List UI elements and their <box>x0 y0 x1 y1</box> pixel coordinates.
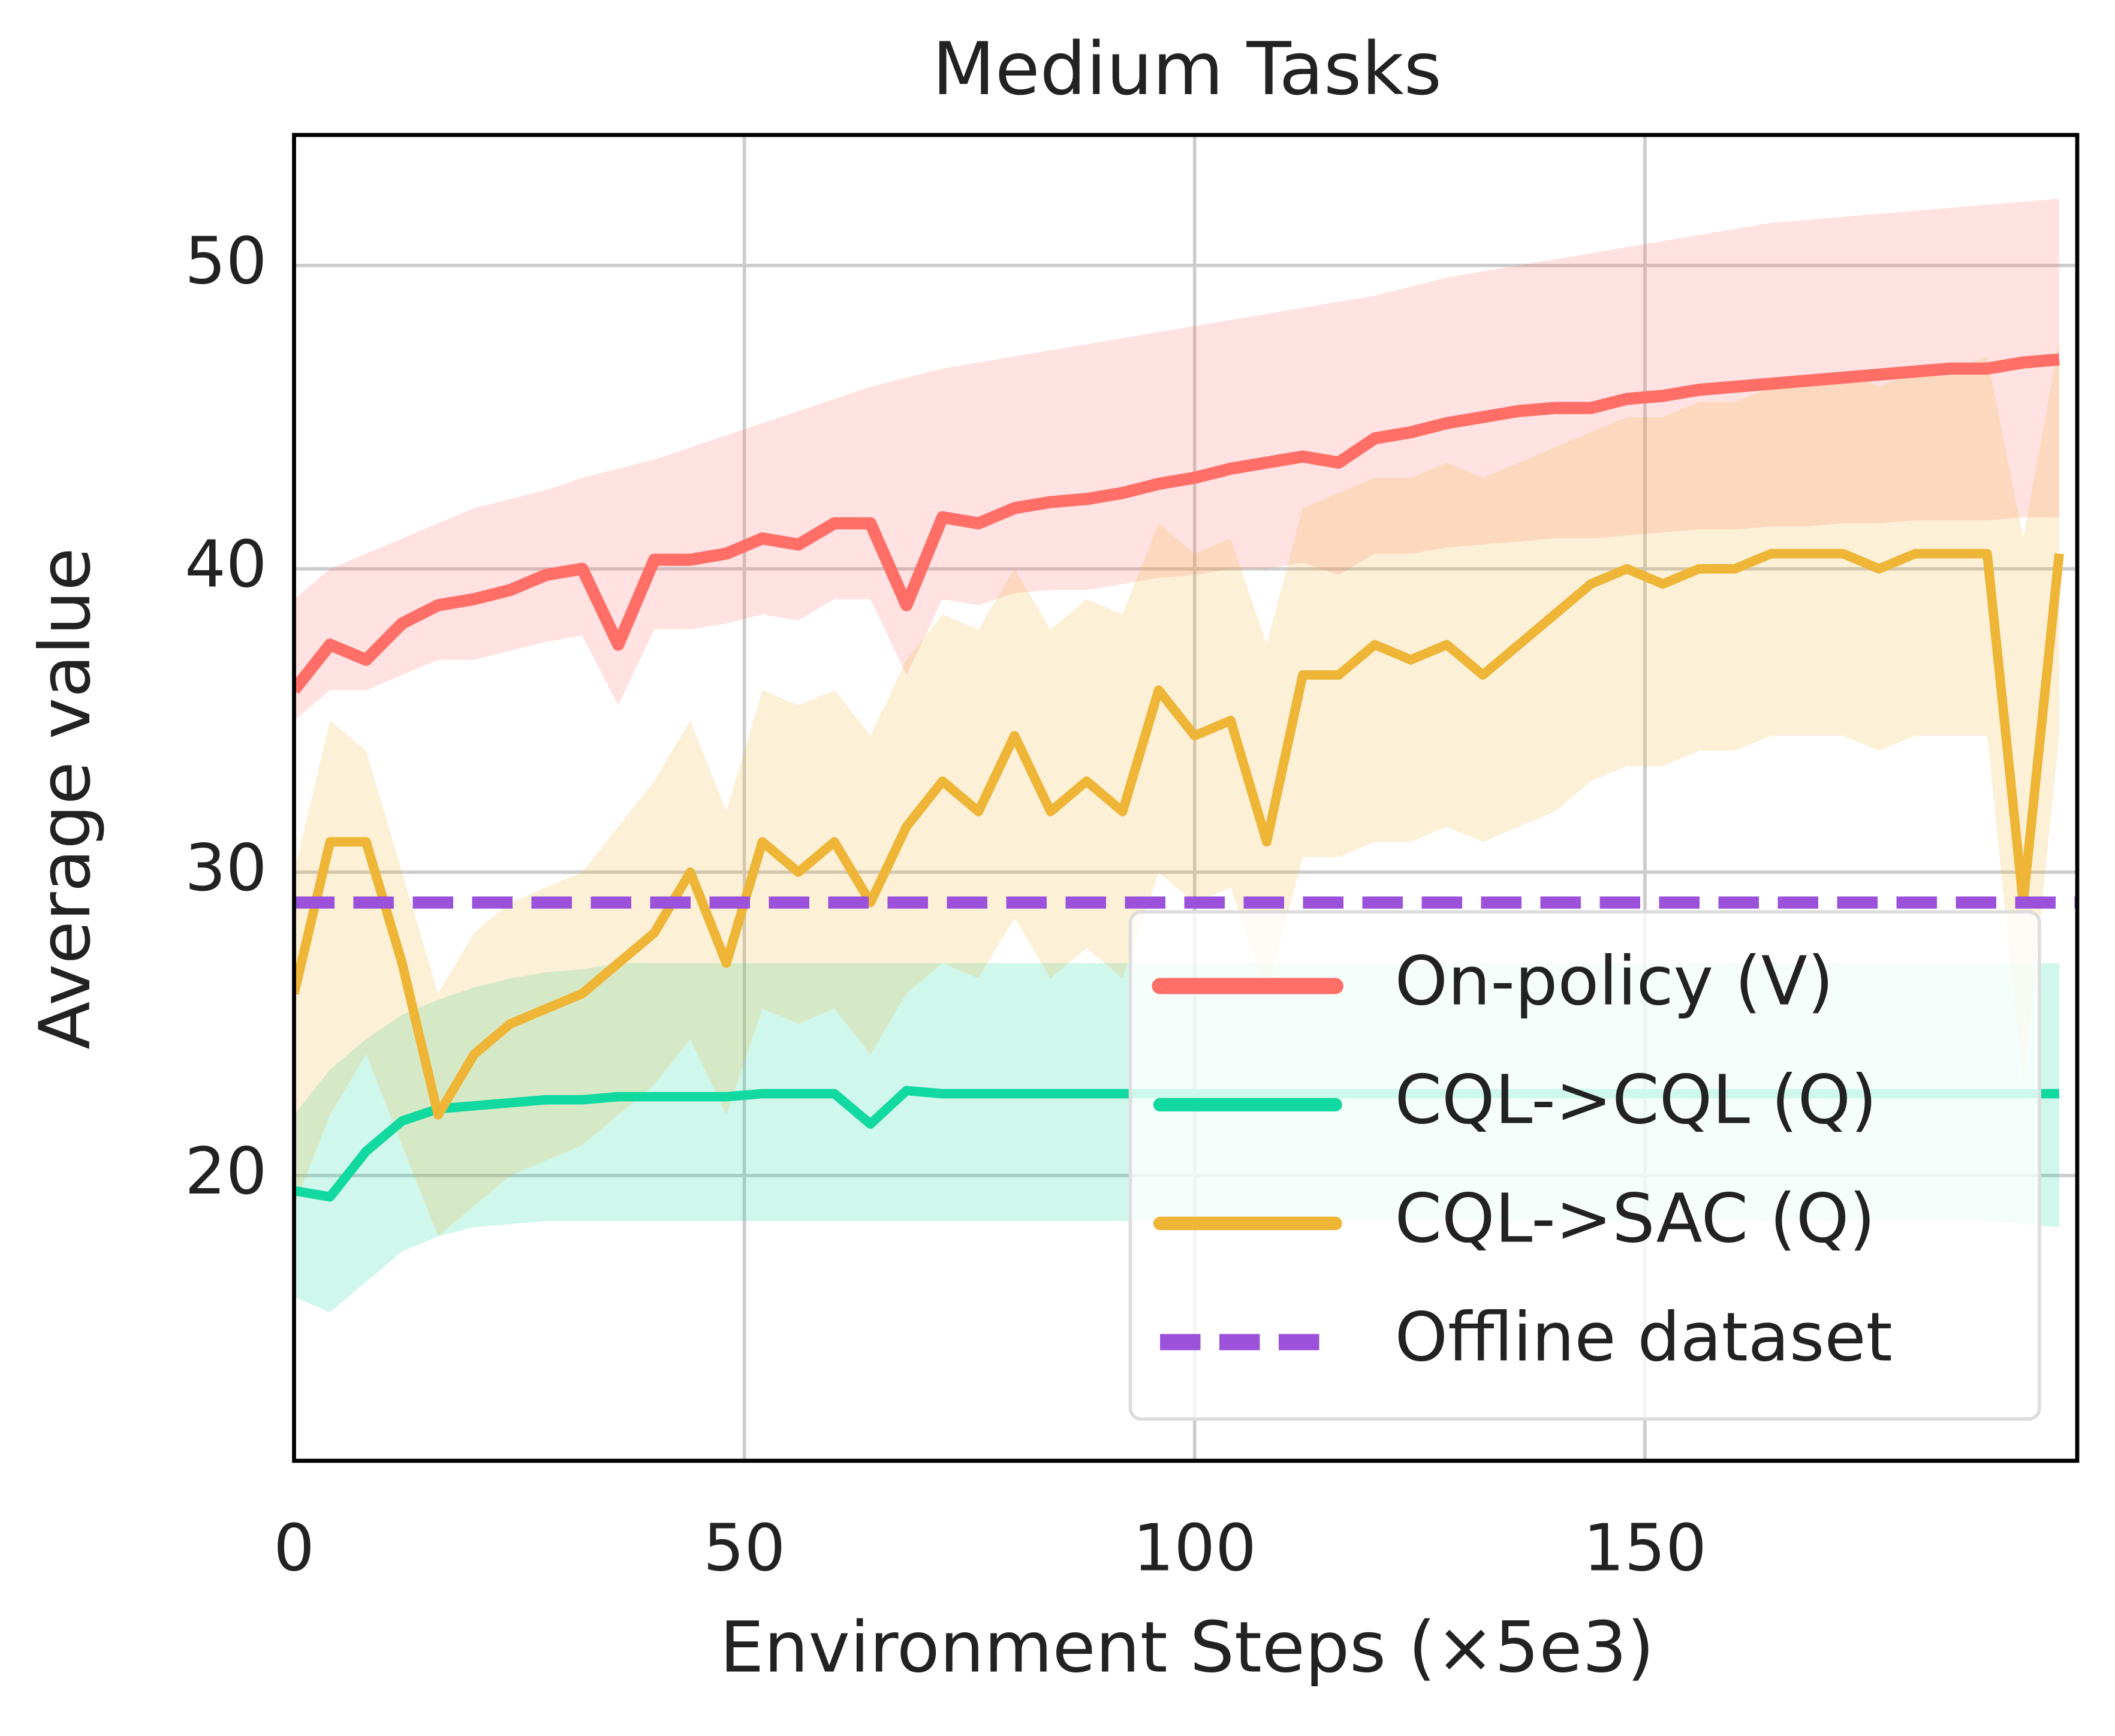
x-tick-label: 0 <box>273 1511 315 1586</box>
confidence-band <box>294 198 2059 721</box>
series-line <box>294 353 2060 694</box>
x-tick-label: 50 <box>703 1511 785 1586</box>
confidence-band <box>294 341 2059 1237</box>
y-tick-label: 50 <box>185 224 267 299</box>
legend-label: Offline dataset <box>1395 1298 1893 1377</box>
y-tick-label: 20 <box>185 1134 267 1209</box>
chart-title: Medium Tasks <box>932 26 1442 111</box>
legend-label: On-policy (V) <box>1395 942 1834 1021</box>
y-axis-label: Average value <box>24 548 106 1050</box>
y-tick-label: 30 <box>185 831 267 906</box>
x-tick-label: 150 <box>1583 1511 1707 1586</box>
legend-label: CQL->CQL (Q) <box>1395 1061 1878 1140</box>
series-line <box>294 548 2064 1120</box>
x-axis-label: Environment Steps (×5e3) <box>720 1607 1655 1689</box>
x-tick-label: 100 <box>1133 1511 1257 1586</box>
y-tick-label: 40 <box>185 528 267 602</box>
plot-frame <box>292 132 2080 1463</box>
legend-label: CQL->SAC (Q) <box>1395 1180 1876 1258</box>
legend-box <box>1128 910 2041 1421</box>
